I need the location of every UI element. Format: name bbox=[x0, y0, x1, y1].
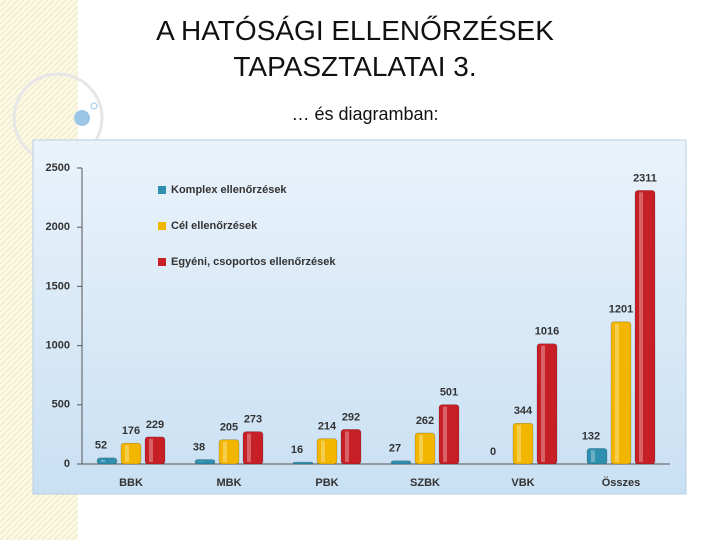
legend-label: Komplex ellenőrzések bbox=[171, 184, 287, 196]
x-tick-label: BBK bbox=[119, 477, 143, 489]
bar bbox=[194, 459, 216, 465]
value-label: 262 bbox=[416, 415, 434, 427]
legend-label: Egyéni, csoportos ellenőrzések bbox=[171, 256, 336, 268]
legend-swatch bbox=[158, 258, 166, 266]
bar bbox=[390, 460, 412, 465]
y-tick-label: 0 bbox=[64, 458, 70, 470]
value-label: 16 bbox=[291, 444, 303, 456]
bar bbox=[512, 422, 534, 465]
value-label: 344 bbox=[514, 405, 533, 417]
value-label: 0 bbox=[490, 446, 496, 458]
bar bbox=[634, 190, 656, 465]
value-label: 205 bbox=[220, 422, 238, 434]
decor-dot bbox=[74, 110, 90, 126]
y-tick-label: 1000 bbox=[46, 340, 70, 352]
bar-shine bbox=[639, 192, 643, 462]
y-tick-label: 2000 bbox=[46, 221, 70, 233]
bar-shine bbox=[101, 459, 105, 462]
value-label: 27 bbox=[389, 443, 401, 455]
legend-swatch bbox=[158, 222, 166, 230]
value-label: 214 bbox=[318, 421, 337, 433]
decor-dot bbox=[90, 102, 98, 110]
bar bbox=[292, 461, 314, 465]
bar bbox=[316, 438, 338, 465]
value-label: 176 bbox=[122, 425, 140, 437]
value-label: 52 bbox=[95, 440, 107, 452]
bar-shine bbox=[591, 450, 595, 462]
bar bbox=[242, 431, 264, 465]
legend-swatch bbox=[158, 186, 166, 194]
x-tick-label: PBK bbox=[315, 477, 338, 489]
bar bbox=[414, 432, 436, 465]
bar-shine bbox=[247, 433, 251, 462]
bar-shine bbox=[345, 431, 349, 462]
bar bbox=[610, 321, 632, 465]
value-label: 501 bbox=[440, 387, 458, 399]
bar-shine bbox=[443, 406, 447, 462]
bar-shine bbox=[149, 438, 153, 462]
bar-shine bbox=[419, 434, 423, 462]
bar-shine bbox=[615, 323, 619, 462]
bar bbox=[536, 343, 558, 465]
x-tick-label: MBK bbox=[216, 477, 241, 489]
y-tick-label: 2500 bbox=[46, 162, 70, 174]
bar bbox=[438, 404, 460, 465]
value-label: 273 bbox=[244, 414, 262, 426]
bar bbox=[586, 448, 608, 465]
x-tick-label: SZBK bbox=[410, 477, 440, 489]
slide-title: A HATÓSÁGI ELLENŐRZÉSEK TAPASZTALATAI 3. bbox=[156, 15, 554, 82]
value-label: 2311 bbox=[633, 172, 657, 184]
x-tick-label: Összes bbox=[602, 476, 641, 489]
bar bbox=[144, 436, 166, 465]
bar bbox=[96, 457, 118, 465]
value-label: 1201 bbox=[609, 304, 633, 316]
value-label: 1016 bbox=[535, 326, 559, 338]
bar-shine bbox=[223, 441, 227, 462]
slide-subtitle: … és diagramban: bbox=[291, 104, 438, 124]
bar bbox=[340, 429, 362, 465]
y-tick-label: 1500 bbox=[46, 280, 70, 292]
value-label: 132 bbox=[582, 430, 600, 442]
bar-shine bbox=[125, 445, 129, 462]
bar-shine bbox=[541, 345, 545, 462]
value-label: 38 bbox=[193, 441, 205, 453]
bar bbox=[120, 442, 142, 465]
value-label: 292 bbox=[342, 411, 360, 423]
bar-shine bbox=[321, 440, 325, 462]
x-tick-label: VBK bbox=[511, 477, 534, 489]
value-label: 229 bbox=[146, 419, 164, 431]
legend-label: Cél ellenőrzések bbox=[171, 220, 258, 232]
y-tick-label: 500 bbox=[52, 399, 70, 411]
bar-shine bbox=[517, 425, 521, 462]
bar bbox=[218, 439, 240, 465]
